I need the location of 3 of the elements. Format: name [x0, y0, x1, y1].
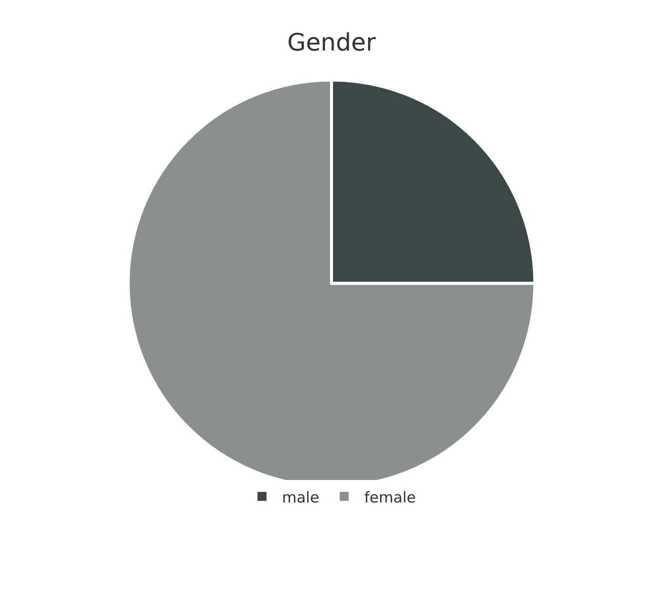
legend-label: male: [282, 488, 320, 506]
legend-label: female: [364, 488, 416, 506]
chart-title: Gender: [287, 28, 376, 57]
